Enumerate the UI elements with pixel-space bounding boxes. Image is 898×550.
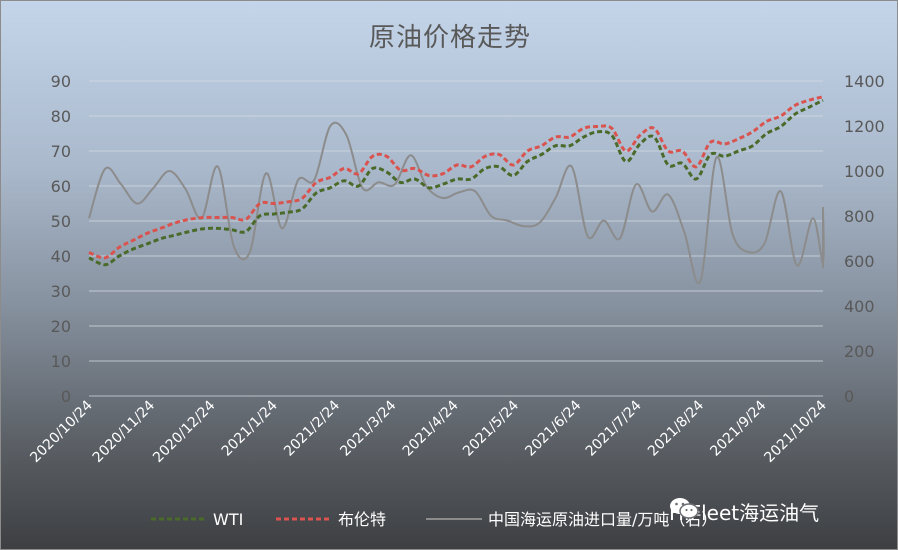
y-left-tick-label: 80 [51,107,71,126]
x-tick-label: 2021/4/24 [400,397,462,459]
x-tick-label: 2021/8/24 [645,397,707,459]
x-tick-label: 2021/2/24 [281,397,343,459]
x-tick-label: 2020/12/24 [150,397,218,465]
y-left-tick-label: 30 [51,282,71,301]
y-left-tick-label: 90 [51,72,71,91]
series-line-0 [88,98,824,267]
series-line-1 [88,95,824,260]
x-tick-label: 2021/1/24 [219,397,281,459]
y-left-tick-label: 60 [51,177,71,196]
x-tick-label: 2021/10/24 [761,397,829,465]
y-right-tick-label: 200 [844,342,875,361]
y-left-tick-label: 40 [51,247,71,266]
legend-label: WTI [213,510,243,529]
x-tick-label: 2020/10/24 [27,397,95,465]
y-right-tick-label: 400 [844,297,875,316]
x-tick-label: 2021/7/24 [583,397,645,459]
y-right-tick-label: 1400 [844,72,885,91]
legend-label: 布伦特 [338,510,386,529]
y-right-tick-label: 800 [844,207,875,226]
y-right-tick-label: 600 [844,252,875,271]
x-tick-label: 2021/9/24 [707,397,769,459]
chart-title: 原油价格走势 [368,23,531,53]
y-left-tick-label: 10 [51,352,71,371]
watermark: HiFleet海运油气 [669,497,819,526]
y-left-tick-label: 50 [51,212,71,231]
x-tick-label: 2021/5/24 [460,397,522,459]
wechat-icon [670,498,699,519]
legend-label: 中国海运原油进口量/万吨（右） [488,510,717,529]
y-left-tick-label: 70 [51,142,71,161]
x-tick-label: 2021/3/24 [337,397,399,459]
x-tick-label: 2020/11/24 [90,397,158,465]
x-tick-label: 2021/6/24 [522,397,584,459]
y-right-tick-label: 1000 [844,162,885,181]
y-left-tick-label: 0 [61,387,71,406]
y-right-tick-label: 0 [844,387,854,406]
y-right-tick-label: 1200 [844,117,885,136]
series-line-2 [88,121,825,285]
y-left-tick-label: 20 [51,317,71,336]
